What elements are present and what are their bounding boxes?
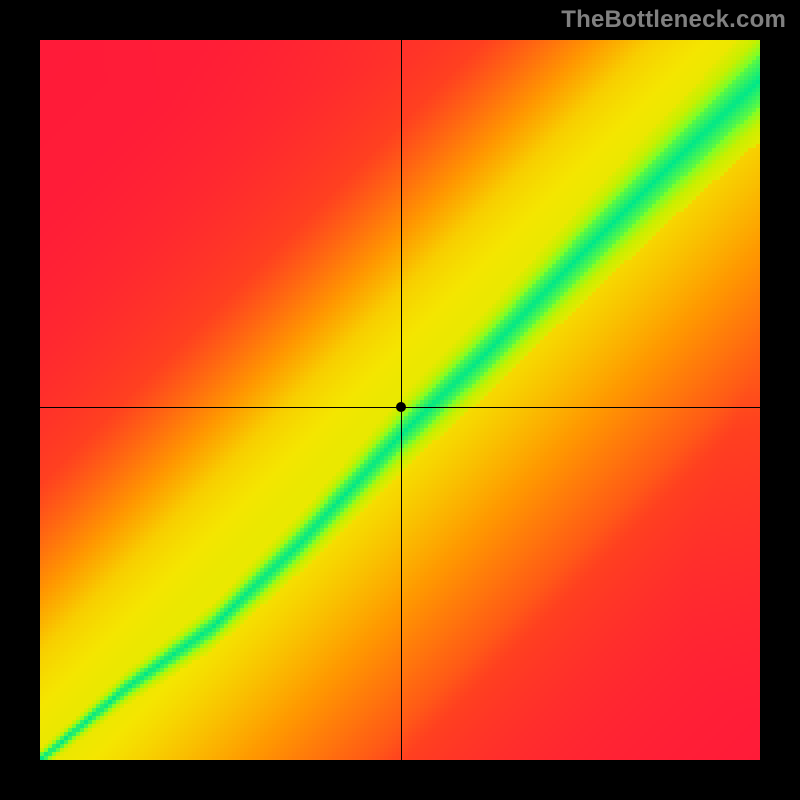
heatmap-plot — [40, 40, 760, 760]
crosshair-vertical — [401, 40, 402, 760]
marker-dot — [396, 402, 406, 412]
watermark-text: TheBottleneck.com — [561, 6, 786, 34]
